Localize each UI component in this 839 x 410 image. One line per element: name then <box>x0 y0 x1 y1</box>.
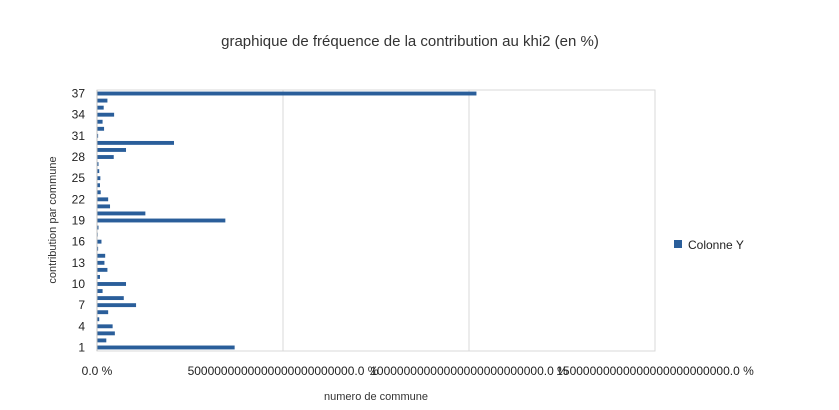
bars <box>97 91 477 350</box>
bar-commune-4 <box>97 324 113 329</box>
y-tick-label: 25 <box>72 171 86 185</box>
x-tick-labels: 0.0 % 5000000000000000000000000.0 %100000… <box>82 364 754 378</box>
y-tick-label: 7 <box>78 298 85 312</box>
legend-swatch-colonne-y <box>674 240 682 248</box>
y-tick-labels: 1 4 7 10 13 16 19 22 25 28 31 34 37 <box>72 87 86 355</box>
y-tick-label: 22 <box>72 192 86 206</box>
legend-label-colonne-y: Colonne Y <box>688 238 744 252</box>
bar-commune-16 <box>97 239 102 244</box>
x-axis-label: numero de commune <box>324 391 428 403</box>
bar-commune-20 <box>97 211 146 216</box>
chart-title: graphique de fréquence de la contributio… <box>221 33 599 50</box>
bar-commune-13 <box>97 260 105 265</box>
bar-commune-28 <box>97 155 114 159</box>
gridlines <box>282 90 656 351</box>
bar-commune-15 <box>97 246 99 251</box>
bar-commune-19 <box>97 218 226 223</box>
x-tick-label: 10000000000000000000000000.0 % <box>370 364 568 378</box>
bar-commune-21 <box>97 204 111 209</box>
y-axis-label: contribution par commune <box>47 156 59 283</box>
y-tick-label: 31 <box>72 129 86 143</box>
y-tick-label: 19 <box>72 214 86 228</box>
bar-commune-30 <box>97 140 175 145</box>
bar-commune-3 <box>97 331 115 336</box>
bar-commune-1 <box>97 345 235 350</box>
bar-commune-2 <box>97 338 107 343</box>
y-tick-label: 4 <box>78 319 85 333</box>
y-tick-label: 1 <box>78 340 85 354</box>
bar-commune-6 <box>97 310 109 315</box>
y-tick-label: 28 <box>72 150 86 164</box>
bar-commune-32 <box>97 126 105 131</box>
bar-commune-23 <box>97 190 101 195</box>
bar-commune-33 <box>97 119 103 124</box>
bar-commune-12 <box>97 267 108 272</box>
bar-commune-37 <box>97 91 477 96</box>
bar-commune-29 <box>97 148 127 152</box>
x-tick-label: 0.0 % <box>82 364 113 378</box>
bar-commune-9 <box>97 289 103 293</box>
bar-commune-34 <box>97 112 115 117</box>
y-tick-label: 16 <box>72 235 86 249</box>
bar-commune-36 <box>97 98 108 103</box>
bar-commune-24 <box>97 183 100 188</box>
x-tick-label: 5000000000000000000000000.0 % <box>188 364 379 378</box>
x-tick-label: 15000000000000000000000000.0 % <box>556 364 754 378</box>
legend: Colonne Y <box>674 238 744 252</box>
y-tick-label: 37 <box>72 87 86 101</box>
bar-commune-14 <box>97 253 106 258</box>
bar-commune-31 <box>97 133 99 138</box>
bar-commune-10 <box>97 282 127 286</box>
bar-commune-27 <box>97 162 99 167</box>
bar-commune-8 <box>97 296 124 301</box>
bar-commune-35 <box>97 105 104 110</box>
bar-commune-11 <box>97 274 100 279</box>
y-tick-label: 13 <box>72 256 86 270</box>
bar-commune-26 <box>97 169 100 174</box>
bar-commune-5 <box>97 317 100 322</box>
bar-commune-25 <box>97 176 101 181</box>
bar-commune-18 <box>97 225 99 230</box>
bar-commune-7 <box>97 303 137 308</box>
bar-commune-22 <box>97 197 109 202</box>
y-tick-label: 10 <box>72 277 86 291</box>
y-tick-label: 34 <box>72 108 86 122</box>
